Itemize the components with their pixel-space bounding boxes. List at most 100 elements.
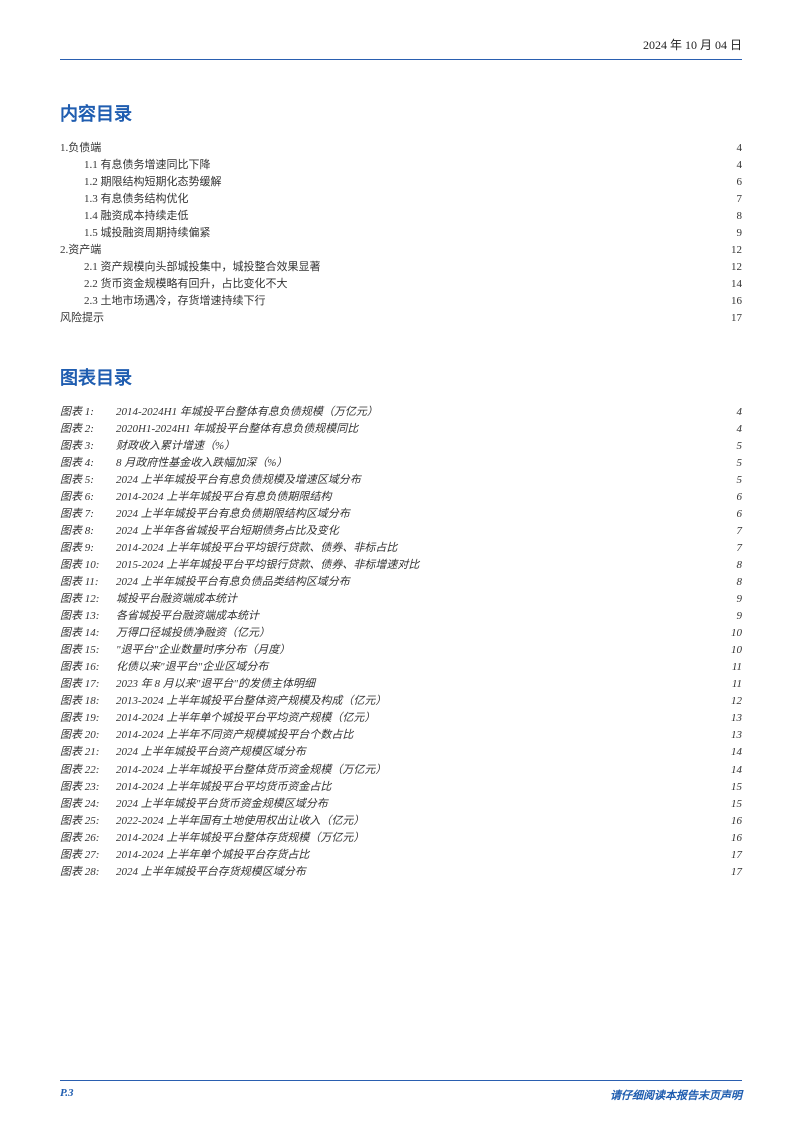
figure-entry-page: 11	[732, 676, 742, 693]
figure-entry: 图表 19: 2014-2024 上半年单个城投平台平均资产规模（亿元）13	[60, 710, 742, 727]
toc-entry: 风险提示17	[60, 310, 742, 327]
figure-entry-prefix: 图表 23:	[60, 779, 116, 796]
figure-entry: 图表 27: 2014-2024 上半年单个城投平台存货占比17	[60, 847, 742, 864]
figure-entry-prefix: 图表 2:	[60, 421, 116, 438]
toc-entry-label: 1.5 城投融资周期持续偏紧	[84, 225, 211, 242]
figure-entry-title: 2014-2024H1 年城投平台整体有息负债规模（万亿元）	[116, 404, 378, 421]
figure-entry-page: 14	[731, 762, 742, 779]
figure-entry-title: 化债以来"退平台"企业区域分布	[116, 659, 268, 676]
figure-entry-title: 财政收入累计增速（%）	[116, 438, 235, 455]
toc-entry-label: 1.负债端	[60, 140, 101, 157]
figure-entry-title: 2014-2024 上半年城投平台整体存货规模（万亿元）	[116, 830, 364, 847]
figure-entry-title: "退平台"企业数量时序分布（月度）	[116, 642, 290, 659]
page-footer: P.3 请仔细阅读本报告末页声明	[0, 1080, 802, 1103]
figure-entry-title: 2014-2024 上半年不同资产规模城投平台个数占比	[116, 727, 353, 744]
figure-entry-title: 2024 上半年各省城投平台短期债务占比及变化	[116, 523, 339, 540]
figure-entry-title: 万得口径城投债净融资（亿元）	[116, 625, 270, 642]
toc-entry-page: 8	[737, 208, 743, 225]
toc-entry: 2.2 货币资金规模略有回升，占比变化不大14	[60, 276, 742, 293]
toc-title: 内容目录	[60, 100, 742, 126]
toc-entry: 2.1 资产规模向头部城投集中，城投整合效果显著 12	[60, 259, 742, 276]
figure-entry: 图表 21: 2024 上半年城投平台资产规模区域分布14	[60, 744, 742, 761]
figure-entry-title: 2024 上半年城投平台有息负债规模及增速区域分布	[116, 472, 361, 489]
toc-entry: 1.2 期限结构短期化态势缓解6	[60, 174, 742, 191]
figure-entry-page: 13	[731, 710, 742, 727]
toc-entry-label: 1.1 有息债务增速同比下降	[84, 157, 211, 174]
figure-entry-title: 2015-2024 上半年城投平台平均银行贷款、债券、非标增速对比	[116, 557, 419, 574]
figure-entry: 图表 13: 各省城投平台融资端成本统计 9	[60, 608, 742, 625]
figure-entry-title: 8 月政府性基金收入跌幅加深（%）	[116, 455, 287, 472]
figure-entry-prefix: 图表 3:	[60, 438, 116, 455]
toc-entry-page: 12	[731, 259, 742, 276]
figure-entry-prefix: 图表 10:	[60, 557, 116, 574]
figure-entry: 图表 14: 万得口径城投债净融资（亿元）10	[60, 625, 742, 642]
figure-entry-prefix: 图表 25:	[60, 813, 116, 830]
toc-list: 1.负债端41.1 有息债务增速同比下降 41.2 期限结构短期化态势缓解61.3…	[60, 140, 742, 328]
figure-entry-page: 7	[737, 540, 743, 557]
figure-entry-page: 14	[731, 744, 742, 761]
figure-entry: 图表 8: 2024 上半年各省城投平台短期债务占比及变化7	[60, 523, 742, 540]
figure-entry: 图表 7: 2024 上半年城投平台有息负债期限结构区域分布6	[60, 506, 742, 523]
figure-entry-title: 各省城投平台融资端成本统计	[116, 608, 259, 625]
toc-section: 内容目录 1.负债端41.1 有息债务增速同比下降 41.2 期限结构短期化态势缓…	[60, 100, 742, 328]
figure-entry-prefix: 图表 21:	[60, 744, 116, 761]
figure-entry-prefix: 图表 14:	[60, 625, 116, 642]
figure-entry-title: 2022-2024 上半年国有土地使用权出让收入（亿元）	[116, 813, 364, 830]
figure-entry-prefix: 图表 16:	[60, 659, 116, 676]
figure-entry-prefix: 图表 8:	[60, 523, 116, 540]
figure-entry: 图表 25: 2022-2024 上半年国有土地使用权出让收入（亿元） 16	[60, 813, 742, 830]
figure-entry-prefix: 图表 17:	[60, 676, 116, 693]
figure-list-section: 图表目录 图表 1: 2014-2024H1 年城投平台整体有息负债规模（万亿元…	[60, 364, 742, 881]
figure-entry-page: 6	[737, 489, 743, 506]
figure-entry-page: 12	[731, 693, 742, 710]
figure-entry: 图表 24: 2024 上半年城投平台货币资金规模区域分布15	[60, 796, 742, 813]
figure-entry-prefix: 图表 11:	[60, 574, 116, 591]
toc-entry-page: 14	[731, 276, 742, 293]
figure-entry-prefix: 图表 13:	[60, 608, 116, 625]
figure-entry-page: 16	[731, 830, 742, 847]
figure-entry-page: 5	[737, 455, 743, 472]
figure-entry: 图表 9: 2014-2024 上半年城投平台平均银行贷款、债券、非标占比7	[60, 540, 742, 557]
toc-entry-page: 7	[737, 191, 743, 208]
figure-entry-title: 2014-2024 上半年城投平台有息负债期限结构	[116, 489, 331, 506]
figure-entry-page: 16	[731, 813, 742, 830]
toc-entry: 1.负债端4	[60, 140, 742, 157]
figure-entry-title: 2014-2024 上半年单个城投平台平均资产规模（亿元）	[116, 710, 375, 727]
toc-entry-label: 2.3 土地市场遇冷，存货增速持续下行	[84, 293, 266, 310]
figure-entry-prefix: 图表 1:	[60, 404, 116, 421]
toc-entry: 1.1 有息债务增速同比下降 4	[60, 157, 742, 174]
figure-entry-title: 2024 上半年城投平台存货规模区域分布	[116, 864, 306, 881]
figure-entry-page: 9	[737, 608, 743, 625]
figure-entry-title: 2024 上半年城投平台有息负债品类结构区域分布	[116, 574, 350, 591]
figure-entry: 图表 3: 财政收入累计增速（%）5	[60, 438, 742, 455]
figure-entry-prefix: 图表 12:	[60, 591, 116, 608]
toc-entry-page: 4	[737, 157, 743, 174]
figure-entry-title: 2014-2024 上半年城投平台平均银行贷款、债券、非标占比	[116, 540, 397, 557]
figure-entry-title: 2014-2024 上半年城投平台整体货币资金规模（万亿元）	[116, 762, 386, 779]
toc-entry-page: 16	[731, 293, 742, 310]
toc-entry-label: 1.3 有息债务结构优化	[84, 191, 189, 208]
figure-entry: 图表 1: 2014-2024H1 年城投平台整体有息负债规模（万亿元）4	[60, 404, 742, 421]
figure-entry-page: 5	[737, 472, 743, 489]
figure-entry-prefix: 图表 6:	[60, 489, 116, 506]
figure-entry: 图表 2: 2020H1-2024H1 年城投平台整体有息负债规模同比4	[60, 421, 742, 438]
figure-entry-title: 城投平台融资端成本统计	[116, 591, 237, 608]
figure-entry-prefix: 图表 24:	[60, 796, 116, 813]
figure-entry-page: 6	[737, 506, 743, 523]
figure-entry-prefix: 图表 15:	[60, 642, 116, 659]
figure-entry: 图表 11: 2024 上半年城投平台有息负债品类结构区域分布8	[60, 574, 742, 591]
toc-entry: 2.资产端12	[60, 242, 742, 259]
figure-entry-title: 2023 年 8 月以来"退平台"的发债主体明细	[116, 676, 315, 693]
figure-entry: 图表 28: 2024 上半年城投平台存货规模区域分布17	[60, 864, 742, 881]
toc-entry-label: 2.1 资产规模向头部城投集中，城投整合效果显著	[84, 259, 321, 276]
toc-entry-page: 17	[731, 310, 742, 327]
toc-entry: 1.4 融资成本持续走低8	[60, 208, 742, 225]
toc-entry: 1.3 有息债务结构优化 7	[60, 191, 742, 208]
figure-entry-title: 2014-2024 上半年城投平台平均货币资金占比	[116, 779, 331, 796]
figure-entry-prefix: 图表 20:	[60, 727, 116, 744]
figure-entry: 图表 4: 8 月政府性基金收入跌幅加深（%）5	[60, 455, 742, 472]
figure-entry: 图表 17: 2023 年 8 月以来"退平台"的发债主体明细 11	[60, 676, 742, 693]
figure-entry-prefix: 图表 28:	[60, 864, 116, 881]
figure-entry-page: 15	[731, 779, 742, 796]
figure-entry-title: 2014-2024 上半年单个城投平台存货占比	[116, 847, 309, 864]
